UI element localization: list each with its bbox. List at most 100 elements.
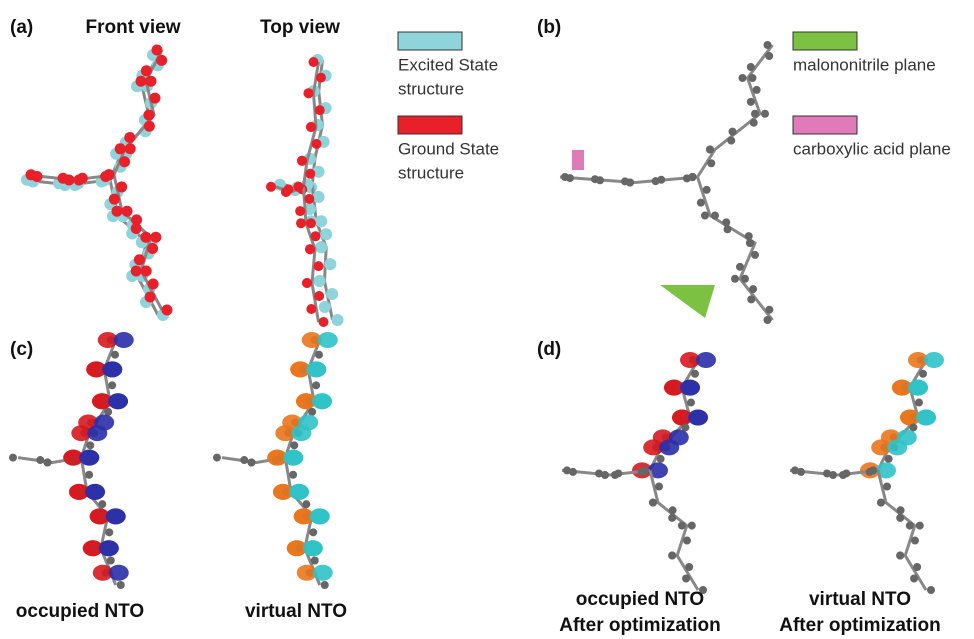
orbital-lobe xyxy=(102,361,122,377)
atom xyxy=(306,304,316,314)
atom xyxy=(561,173,569,181)
atom xyxy=(141,65,152,76)
atom xyxy=(736,263,744,271)
orbital-lobe xyxy=(106,508,126,524)
caption: After optimization xyxy=(559,615,721,636)
plane xyxy=(572,150,584,170)
atom xyxy=(162,305,173,316)
atom xyxy=(731,275,739,283)
orbital-lobe xyxy=(310,508,330,524)
atom xyxy=(611,471,619,479)
atom xyxy=(144,110,155,121)
atom xyxy=(284,184,294,194)
atom xyxy=(765,52,773,60)
atom xyxy=(668,552,676,560)
atom xyxy=(916,522,924,530)
atom xyxy=(213,454,221,462)
atom xyxy=(321,581,329,589)
atom xyxy=(747,295,755,303)
atom xyxy=(877,499,885,507)
atom xyxy=(595,469,603,477)
orbital-lobe xyxy=(680,380,700,396)
atom xyxy=(761,110,769,118)
atom xyxy=(312,139,322,149)
atom xyxy=(150,232,161,243)
caption: occupied NTO xyxy=(16,601,144,622)
atom xyxy=(669,506,677,514)
atom xyxy=(305,244,315,254)
atom xyxy=(115,143,126,154)
atom xyxy=(315,105,325,115)
atom xyxy=(134,254,145,265)
legend-swatch xyxy=(793,116,857,134)
atom xyxy=(751,251,759,259)
atom xyxy=(751,110,759,118)
bond xyxy=(698,45,773,177)
legend-text: structure xyxy=(398,163,464,182)
atom xyxy=(146,76,157,87)
atom xyxy=(312,381,320,389)
atom xyxy=(332,314,344,326)
orbital-lobe xyxy=(696,352,716,368)
orbital-lobe xyxy=(924,352,944,368)
atom xyxy=(724,225,732,233)
atom xyxy=(305,169,315,179)
atom xyxy=(104,169,115,180)
atom xyxy=(745,232,753,240)
atom xyxy=(885,455,893,463)
plane xyxy=(660,285,715,318)
legend-swatch xyxy=(398,116,462,134)
orbital-lobe xyxy=(114,332,134,348)
atom xyxy=(111,351,119,359)
panel-label: (a) xyxy=(10,17,33,38)
atom xyxy=(701,212,709,220)
orbital-lobe xyxy=(109,565,129,581)
orbital-lobe xyxy=(306,361,326,377)
atom xyxy=(140,232,151,243)
atom xyxy=(707,159,715,167)
atom xyxy=(911,537,919,545)
atom xyxy=(311,557,319,565)
orbital-lobe xyxy=(291,425,311,441)
atom xyxy=(897,506,905,514)
atom xyxy=(314,291,324,301)
atom xyxy=(107,557,115,565)
atom xyxy=(296,218,306,228)
atom xyxy=(44,459,52,467)
atom xyxy=(313,191,325,203)
panel-label: (c) xyxy=(10,339,33,360)
atom xyxy=(765,306,773,314)
atom xyxy=(311,231,321,241)
atom xyxy=(141,266,152,277)
atom xyxy=(869,466,877,474)
atom xyxy=(687,399,695,407)
atom xyxy=(722,218,730,226)
atom xyxy=(747,63,755,71)
atom xyxy=(649,499,657,507)
orbital-lobe xyxy=(688,410,708,426)
atom xyxy=(641,466,649,474)
atom xyxy=(741,275,749,283)
atom xyxy=(74,175,85,186)
atom xyxy=(685,563,693,571)
orbital-lobe xyxy=(659,439,679,455)
atom xyxy=(919,370,927,378)
atom xyxy=(910,575,918,583)
atom xyxy=(749,74,757,82)
atom xyxy=(655,483,663,491)
atom xyxy=(927,586,935,594)
figure: (a) Front view Top view (b) (c) (d) Exci… xyxy=(0,0,974,639)
atom xyxy=(156,55,167,66)
atom xyxy=(145,292,156,303)
atom xyxy=(839,471,847,479)
atom xyxy=(750,119,758,127)
atom xyxy=(9,454,17,462)
atom xyxy=(131,266,142,277)
atom xyxy=(764,316,772,324)
orbital-lobe xyxy=(312,393,332,409)
atom xyxy=(294,182,304,192)
atom xyxy=(689,173,697,181)
atom xyxy=(915,399,923,407)
atom xyxy=(563,466,571,474)
atom xyxy=(683,537,691,545)
